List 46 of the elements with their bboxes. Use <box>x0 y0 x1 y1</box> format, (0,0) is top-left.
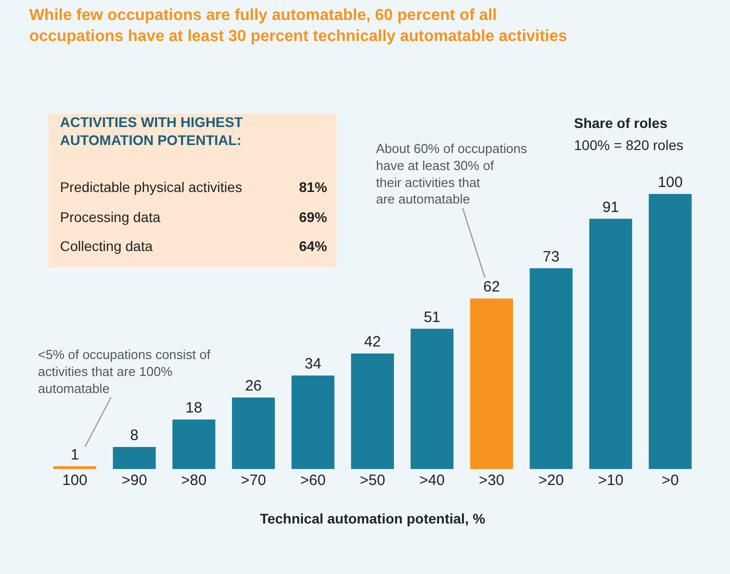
bar <box>232 398 275 469</box>
data-label: 91 <box>602 198 620 216</box>
bar <box>351 354 394 469</box>
data-label: 8 <box>130 427 138 444</box>
annotation: 69% <box>299 209 328 225</box>
x-tick-label: >70 <box>240 472 266 489</box>
annotation: 81% <box>299 179 328 195</box>
bar <box>292 376 334 469</box>
x-tick-label: >80 <box>181 472 207 489</box>
x-tick-label: >10 <box>598 472 624 489</box>
data-label: 1 <box>70 446 79 464</box>
x-tick-label: >30 <box>478 472 504 489</box>
data-label: 73 <box>542 248 560 266</box>
data-label: 51 <box>424 308 440 326</box>
data-label: 34 <box>304 356 322 372</box>
x-tick-label: >40 <box>419 472 445 489</box>
bar <box>112 447 156 469</box>
x-tick-label: >50 <box>360 472 386 489</box>
text: 100% = 820 roles <box>574 137 684 153</box>
chart-title: While few occupations are fully automatable, 60 percent of all occupations have at least 30 percent technically automatable activities <box>29 7 568 45</box>
bar <box>410 328 454 469</box>
text: ACTIVITIES WITH HIGHEST AUTOMATION POTENTIAL: <box>60 114 244 148</box>
annotation: Predictable physical activities <box>60 179 242 195</box>
text: Share of roles <box>574 115 668 131</box>
x-tick-label: >0 <box>662 472 679 489</box>
annotation: Collecting data <box>60 238 153 254</box>
bar <box>53 466 96 469</box>
annotation: 64% <box>299 238 328 254</box>
x-tick-label: 100 <box>62 472 88 489</box>
data-label: 62 <box>483 278 500 296</box>
bar <box>470 298 514 469</box>
bar <box>172 420 216 469</box>
annotation: About 60% of occupations have at least 30% of their activities that are automatable <box>376 141 528 207</box>
x-axis-title: Technical automation potential, % <box>260 510 486 526</box>
data-label: 42 <box>364 334 381 350</box>
bar <box>589 218 632 469</box>
annotation: Processing data <box>60 209 161 225</box>
bar <box>530 268 573 469</box>
x-tick-label: >90 <box>122 472 148 489</box>
data-label: 100 <box>658 174 683 191</box>
data-label: 26 <box>245 378 262 394</box>
data-label: 18 <box>186 400 202 416</box>
x-tick-label: >60 <box>300 472 326 489</box>
annotation: <5% of occupations consist of activities that are 100% automatable <box>38 347 211 396</box>
x-tick-label: >20 <box>538 472 564 489</box>
bar <box>648 194 692 469</box>
